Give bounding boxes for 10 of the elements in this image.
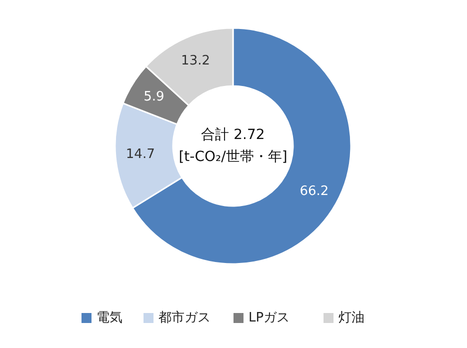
data-label: 66.2 <box>300 184 329 199</box>
legend-label: 都市ガス <box>158 310 210 326</box>
data-label: 13.2 <box>181 53 210 68</box>
text: [t-CO₂/世帯・年] <box>178 149 288 165</box>
text: 合計 2.72 <box>201 127 265 143</box>
data-label: 14.7 <box>126 146 155 162</box>
legend-label: 灯油 <box>338 310 364 326</box>
legend-label: LPガス <box>248 310 290 326</box>
data-label: 5.9 <box>144 89 164 104</box>
legend-label: 電気 <box>96 310 122 326</box>
